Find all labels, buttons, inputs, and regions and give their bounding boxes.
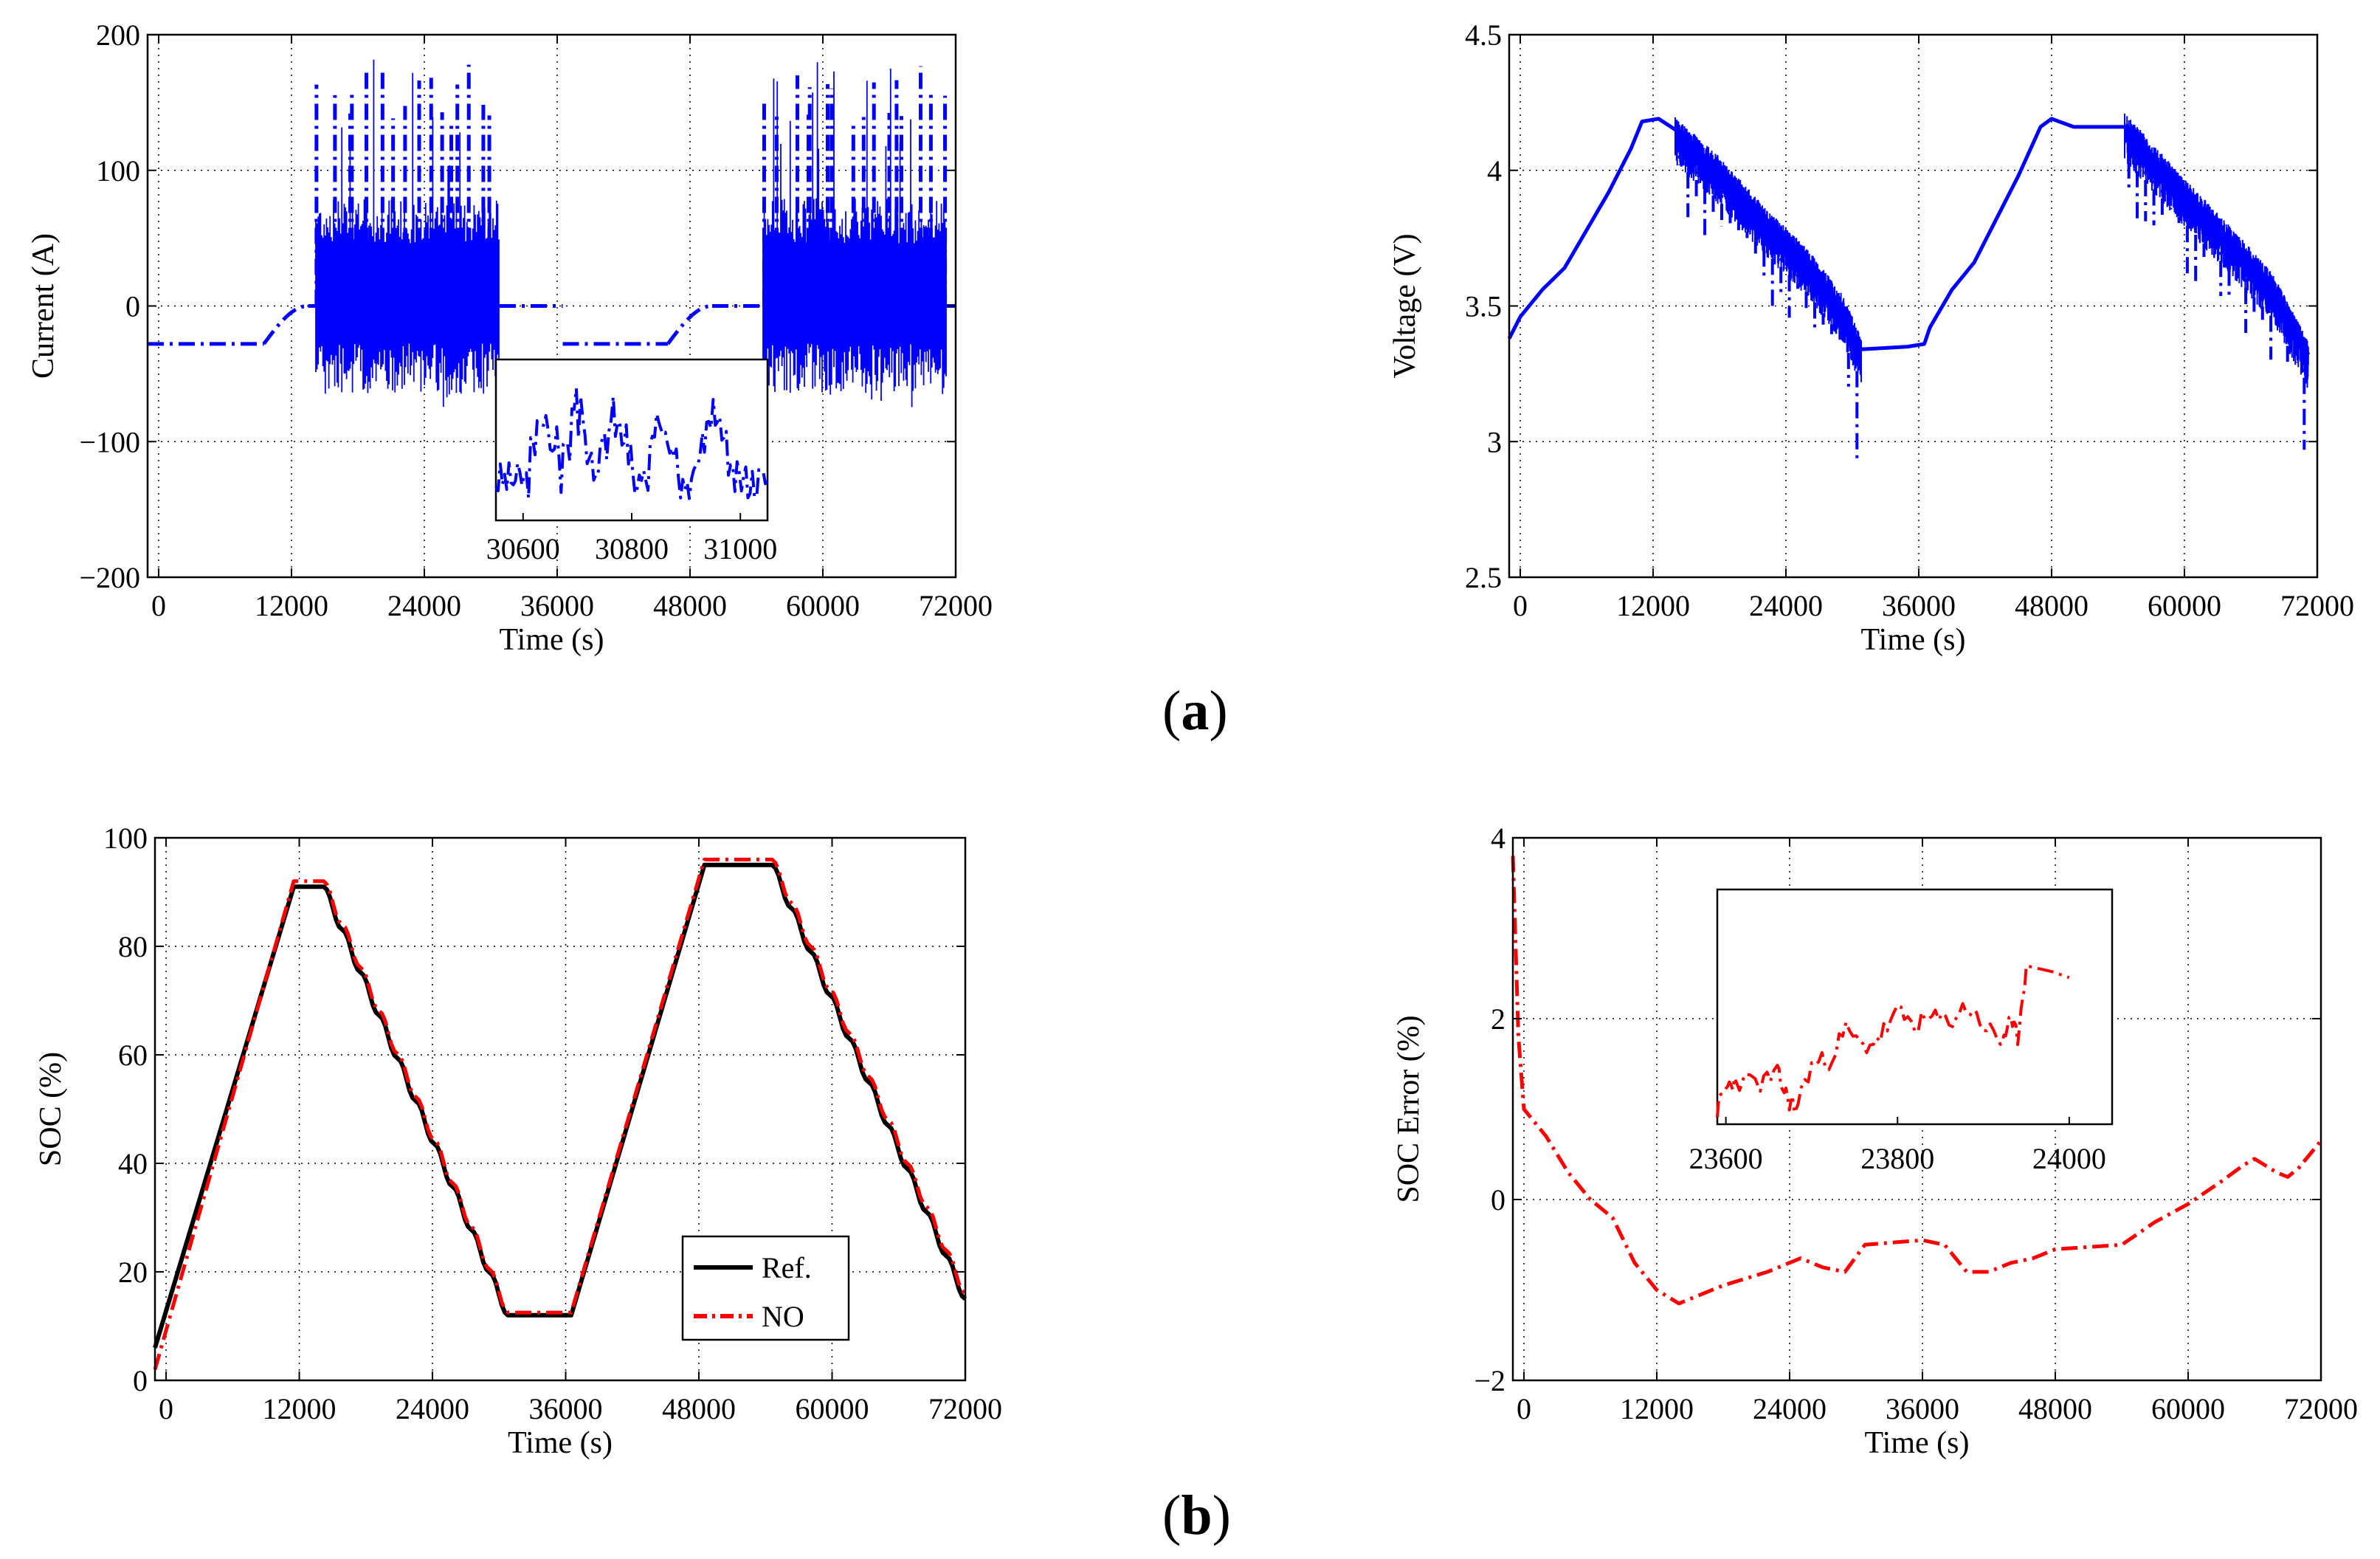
x-tick-label: 72000: [2280, 589, 2354, 622]
x-tick-label: 36000: [1882, 589, 1956, 622]
x-tick-label: 72000: [919, 589, 993, 622]
inset-x-tick-label: 30800: [595, 532, 669, 565]
caption-b: (b): [1162, 1484, 1231, 1548]
y-axis-label: SOC (%): [34, 1052, 68, 1166]
legend-label: NO: [762, 1300, 804, 1333]
y-tick-label: 100: [103, 822, 148, 855]
x-axis-label: Time (s): [1865, 1426, 1970, 1460]
y-tick-label: 2: [1491, 1002, 1505, 1036]
y-tick-label: 2.5: [1465, 561, 1502, 594]
inset-frame: [494, 358, 769, 522]
inset-x-tick-label: 31000: [703, 532, 777, 565]
inset-x-tick-label: 23800: [1860, 1142, 1934, 1175]
soc-error-inset: 23600 23800 24000: [1689, 888, 2114, 1175]
x-tick-label: 48000: [2015, 589, 2088, 622]
x-tick-label: 72000: [2284, 1392, 2358, 1425]
x-tick-label: 12000: [1620, 1392, 1694, 1425]
y-tick-label: 0: [133, 1364, 148, 1397]
y-tick-label: 3.5: [1465, 290, 1502, 323]
legend-label: Ref.: [762, 1251, 812, 1284]
plot-area: [1509, 35, 2317, 577]
x-tick-label: 24000: [387, 589, 461, 622]
x-tick-label: 60000: [796, 1392, 869, 1425]
soc-error-line: [1511, 856, 2322, 1306]
legend: Ref. NO: [681, 1235, 850, 1341]
y-tick-label: 0: [125, 290, 140, 323]
x-tick-label: 60000: [786, 589, 860, 622]
x-tick-label: 60000: [2148, 589, 2221, 622]
x-tick-label: 24000: [1753, 1392, 1827, 1425]
x-tick-label: 72000: [928, 1392, 1002, 1425]
y-axis-label: SOC Error (%): [1392, 1015, 1426, 1202]
caption-b-text: (b): [1162, 1484, 1231, 1546]
x-tick-label: 48000: [653, 589, 727, 622]
x-axis-label: Time (s): [500, 623, 604, 657]
inset-series: [494, 387, 769, 500]
x-tick-label: 0: [1517, 1392, 1531, 1425]
x-tick-label: 0: [151, 589, 166, 622]
x-axis-label: Time (s): [1861, 623, 1966, 657]
y-tick-label: 20: [118, 1256, 148, 1289]
current-chart: 0 12000 24000 36000 48000 60000 72000 −200 −100 0…: [27, 18, 993, 657]
x-tick-label: 0: [1513, 589, 1528, 622]
inset-frame: [1716, 888, 2114, 1126]
inset-x-tick-label: 24000: [2032, 1142, 2106, 1175]
y-tick-label: 4: [1491, 822, 1505, 855]
axes-frame: [154, 836, 967, 1382]
current-ramp: [666, 304, 713, 345]
x-tick-label: 48000: [2018, 1392, 2092, 1425]
inset-x-tick-label: 30600: [486, 532, 560, 565]
x-tick-label: 60000: [2151, 1392, 2225, 1425]
current-ramp: [262, 304, 308, 345]
x-tick-label: 36000: [520, 589, 594, 622]
x-tick-label: 36000: [529, 1392, 603, 1425]
voltage-chart: 0 12000 24000 36000 48000 60000 72000 2.5 3 3.5 4 4…: [1388, 18, 2354, 657]
current-inset: 30600 30800 31000: [486, 358, 777, 565]
y-axis-label: Current (A): [27, 233, 61, 379]
x-tick-label: 0: [159, 1392, 173, 1425]
legend-box: [681, 1235, 850, 1341]
x-tick-label: 12000: [263, 1392, 337, 1425]
soc-error-chart: 0 12000 24000 36000 48000 60000 72000 −2 0 2 4 Time…: [1392, 822, 2358, 1460]
caption-a-text: (a): [1162, 680, 1228, 742]
x-tick-label: 24000: [396, 1392, 469, 1425]
caption-a: (a): [1162, 679, 1228, 743]
y-axis-label: Voltage (V): [1388, 233, 1422, 378]
y-tick-label: 40: [118, 1147, 148, 1180]
inset-x-tick-label: 23600: [1689, 1142, 1763, 1175]
x-tick-label: 48000: [662, 1392, 736, 1425]
y-tick-label: 200: [96, 18, 140, 52]
y-tick-label: 0: [1491, 1183, 1505, 1216]
voltage-spikes: [1677, 131, 2306, 461]
x-tick-label: 24000: [1749, 589, 1823, 622]
y-tick-label: 80: [118, 930, 148, 963]
y-tick-label: −2: [1474, 1364, 1505, 1397]
y-tick-label: −100: [79, 425, 140, 458]
x-tick-label: 36000: [1886, 1392, 1959, 1425]
soc-series-no: [153, 857, 967, 1370]
y-tick-label: −200: [79, 561, 140, 594]
inset-series: [1716, 964, 2070, 1118]
x-tick-label: 12000: [255, 589, 328, 622]
y-tick-label: 60: [118, 1039, 148, 1072]
series-current: [148, 59, 956, 407]
y-tick-label: 100: [96, 154, 140, 187]
x-axis-label: Time (s): [508, 1426, 613, 1460]
soc-chart: 0 12000 24000 36000 48000 60000 72000 0 20 40 60 80…: [34, 822, 1002, 1460]
axes-frame: [1511, 836, 2322, 1382]
y-tick-label: 4.5: [1465, 18, 1502, 52]
x-tick-label: 12000: [1616, 589, 1690, 622]
y-tick-label: 3: [1487, 425, 1502, 458]
y-tick-label: 4: [1487, 154, 1502, 187]
